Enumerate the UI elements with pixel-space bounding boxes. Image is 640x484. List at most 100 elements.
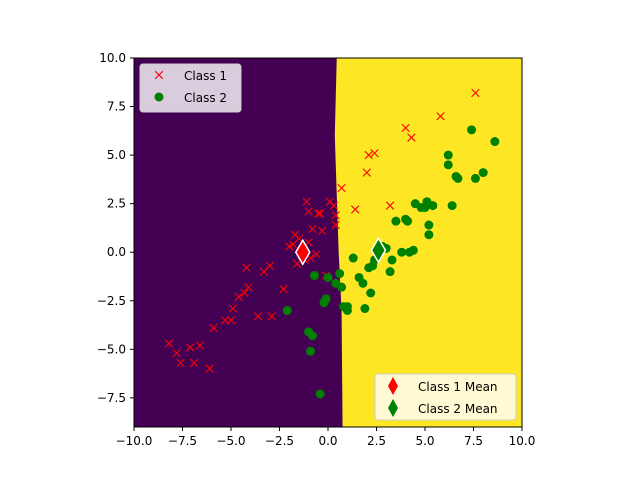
y-tick-label: 0.0 xyxy=(107,245,126,259)
class-2-point xyxy=(403,216,413,226)
x-tick-label: 5.0 xyxy=(415,434,434,448)
class-2-mean-marker xyxy=(370,236,387,264)
class-1-point xyxy=(364,150,373,160)
class-1-point xyxy=(362,168,371,177)
class-2-point xyxy=(360,304,370,314)
class-2-point xyxy=(391,216,401,226)
x-tick-label: 0.0 xyxy=(318,434,337,448)
x-tick-label: 2.5 xyxy=(367,434,386,448)
class-2-point xyxy=(306,346,316,356)
class-1-point xyxy=(337,183,346,193)
decision-regions xyxy=(134,58,522,427)
class-2-point xyxy=(342,302,352,312)
class-1-point xyxy=(329,201,339,210)
x-tick-label: −2.5 xyxy=(265,434,294,448)
class-1-point xyxy=(172,349,181,358)
class-2-point xyxy=(282,305,292,315)
class-1-point xyxy=(186,343,195,352)
x-tick-label: 10.0 xyxy=(509,434,536,448)
class-1-point xyxy=(370,148,379,158)
class-1-point xyxy=(317,226,327,236)
class-2-point xyxy=(323,272,333,282)
class-1-point xyxy=(304,207,313,216)
class-2-point xyxy=(387,255,397,265)
class-2-point xyxy=(335,269,345,279)
class-2-point xyxy=(309,271,319,281)
class-1-point xyxy=(228,304,238,313)
class-1-point xyxy=(234,292,243,302)
class-1-point xyxy=(226,315,236,325)
class-2-point xyxy=(467,125,477,135)
class-2-point xyxy=(315,389,325,399)
legend-class-2-mean-label: Class 2 Mean xyxy=(418,402,498,416)
class-means xyxy=(294,236,387,266)
y-axis: −7.5 −5.0 −2.5 0.0 2.5 5.0 7.5 10.0 xyxy=(97,51,134,405)
legend-class-2-mean-marker xyxy=(388,399,398,417)
x-tick-label: −10.0 xyxy=(116,434,153,448)
class-1-point xyxy=(314,209,323,218)
class-1-point xyxy=(240,288,249,298)
legend-class-2-marker xyxy=(154,92,164,102)
class-1-point xyxy=(350,205,360,214)
class-2-point xyxy=(385,267,395,277)
legend-class-1-marker xyxy=(154,70,164,80)
class-1-point xyxy=(164,339,174,348)
class-1-point xyxy=(401,123,410,133)
class-1-point xyxy=(267,312,276,321)
class-1-point xyxy=(242,263,251,272)
y-tick-label: 5.0 xyxy=(107,148,126,162)
class-2-point xyxy=(424,230,434,240)
class-1-point xyxy=(189,358,199,368)
class-1-point xyxy=(302,197,311,206)
class-2-point xyxy=(490,137,500,147)
class-2-point xyxy=(470,173,480,183)
class-1-point xyxy=(292,259,302,269)
class-2-point xyxy=(443,160,453,170)
class-2-point xyxy=(337,282,347,292)
legend-class-2-label: Class 2 xyxy=(184,91,227,105)
class-2-point xyxy=(307,331,317,341)
class-1-point xyxy=(244,282,253,292)
class-1-point xyxy=(195,341,205,350)
y-tick-label: 7.5 xyxy=(107,100,126,114)
class-2-point xyxy=(366,288,376,298)
class-1-point xyxy=(253,312,263,321)
class-1-point xyxy=(312,249,321,259)
class-2-points xyxy=(282,125,500,399)
class-2-point xyxy=(424,220,434,230)
x-tick-label: 7.5 xyxy=(464,434,483,448)
class-1-point xyxy=(316,209,325,218)
y-tick-label: −7.5 xyxy=(97,391,126,405)
class-1-point xyxy=(279,284,288,294)
region-class-1 xyxy=(134,58,343,427)
legend-classes: Class 1 Class 2 xyxy=(139,63,242,113)
y-tick-label: 2.5 xyxy=(107,197,126,211)
legend-means: Class 1 Mean Class 2 Mean xyxy=(374,373,517,421)
class-2-point xyxy=(408,245,418,255)
class-2-point xyxy=(428,201,438,211)
class-1-point xyxy=(471,88,480,98)
x-tick-label: −7.5 xyxy=(168,434,197,448)
class-2-point xyxy=(447,201,457,211)
legend-box xyxy=(374,373,517,421)
y-tick-label: −5.0 xyxy=(97,342,126,356)
class-2-point xyxy=(443,150,453,160)
class-1-point xyxy=(436,112,445,121)
class-1-point xyxy=(265,261,274,270)
class-2-point xyxy=(478,168,488,178)
class-2-point xyxy=(358,278,368,288)
class-1-point xyxy=(176,358,185,368)
legend-class-1-label: Class 1 xyxy=(184,69,227,83)
legend-class-1-mean-marker xyxy=(388,377,398,395)
legend-class-1-mean-label: Class 1 Mean xyxy=(418,380,498,394)
class-1-mean-marker xyxy=(294,238,311,266)
x-axis: −10.0 −7.5 −5.0 −2.5 0.0 2.5 5.0 7.5 10.0 xyxy=(116,427,536,448)
class-2-point xyxy=(397,247,407,257)
class-1-point xyxy=(205,364,214,373)
class-1-point xyxy=(331,220,340,230)
y-tick-label: 10.0 xyxy=(99,51,126,65)
class-1-point xyxy=(385,201,395,210)
y-tick-label: −2.5 xyxy=(97,294,126,308)
